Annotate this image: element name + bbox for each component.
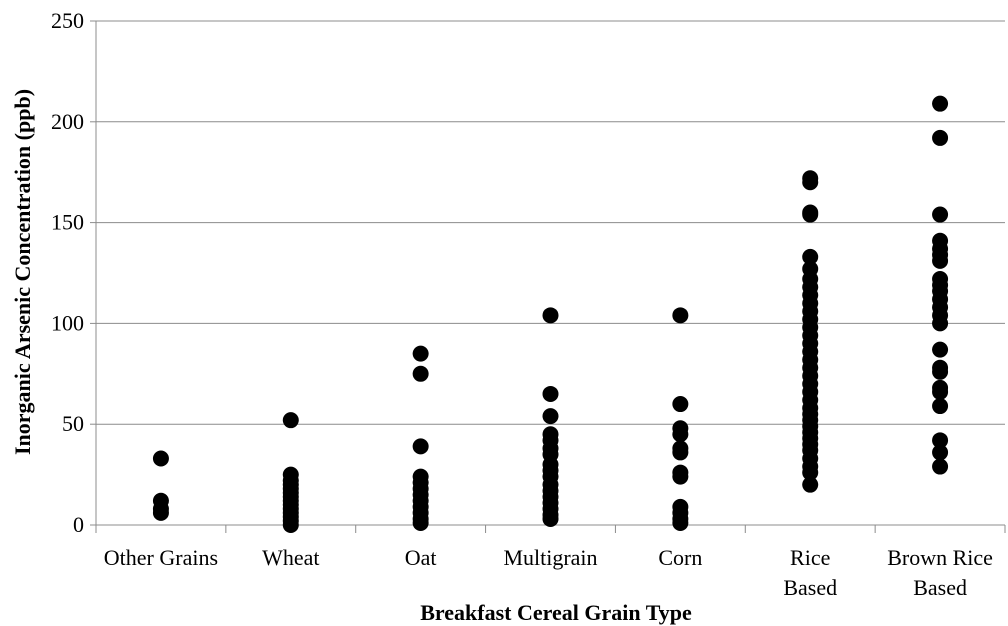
data-point	[542, 385, 559, 402]
data-point	[152, 450, 169, 467]
x-tick-labels: Other Grains Wheat Oat Multigrain Corn Rice Ba…	[104, 545, 993, 600]
data-point	[802, 464, 819, 481]
x-tick-label: Wheat	[262, 545, 319, 570]
data-point	[412, 365, 429, 382]
data-point	[412, 345, 429, 362]
data-point	[412, 438, 429, 455]
data-point	[932, 398, 949, 415]
data-point	[672, 468, 689, 485]
data-point	[932, 363, 949, 380]
x-tick-label: Rice Based	[783, 545, 837, 600]
data-point	[802, 248, 819, 265]
y-tick-label-250: 250	[51, 8, 84, 33]
data-point	[542, 408, 559, 425]
data-point	[542, 510, 559, 527]
y-tick-label-0: 0	[73, 512, 84, 537]
data-point	[672, 307, 689, 324]
gridlines	[96, 20, 1005, 425]
data-point	[672, 444, 689, 461]
y-tick-label-100: 100	[51, 310, 84, 335]
y-tick-label-150: 150	[51, 210, 84, 235]
y-tick-label-200: 200	[51, 109, 84, 134]
data-points	[152, 95, 949, 533]
data-point	[802, 174, 819, 191]
data-point	[932, 95, 949, 112]
data-point	[672, 426, 689, 443]
x-tick-label: Oat	[405, 545, 437, 570]
data-point	[282, 412, 299, 429]
data-point	[932, 383, 949, 400]
data-point	[672, 514, 689, 531]
x-axis-label: Breakfast Cereal Grain Type	[420, 600, 692, 625]
x-tick-label: Other Grains	[104, 545, 218, 570]
data-point	[802, 206, 819, 223]
y-tick-label-50: 50	[62, 411, 84, 436]
data-point	[412, 514, 429, 531]
x-tick-label: Multigrain	[503, 545, 597, 570]
data-point	[932, 341, 949, 358]
x-tick-label: Brown Rice Based	[887, 545, 993, 600]
data-point	[152, 504, 169, 521]
data-point	[802, 476, 819, 493]
data-point	[282, 517, 299, 533]
data-point	[672, 396, 689, 413]
data-point	[932, 252, 949, 269]
data-point	[932, 432, 949, 449]
data-point	[932, 444, 949, 461]
data-point	[932, 206, 949, 223]
data-point	[932, 458, 949, 475]
data-point	[932, 129, 949, 146]
y-axis-label: Inorganic Arsenic Concentration (ppb)	[10, 89, 35, 455]
data-point	[932, 315, 949, 332]
y-tick-labels: 0 50 100 150 200 250	[51, 8, 84, 537]
x-tick-label: Corn	[658, 545, 702, 570]
data-point	[542, 307, 559, 324]
